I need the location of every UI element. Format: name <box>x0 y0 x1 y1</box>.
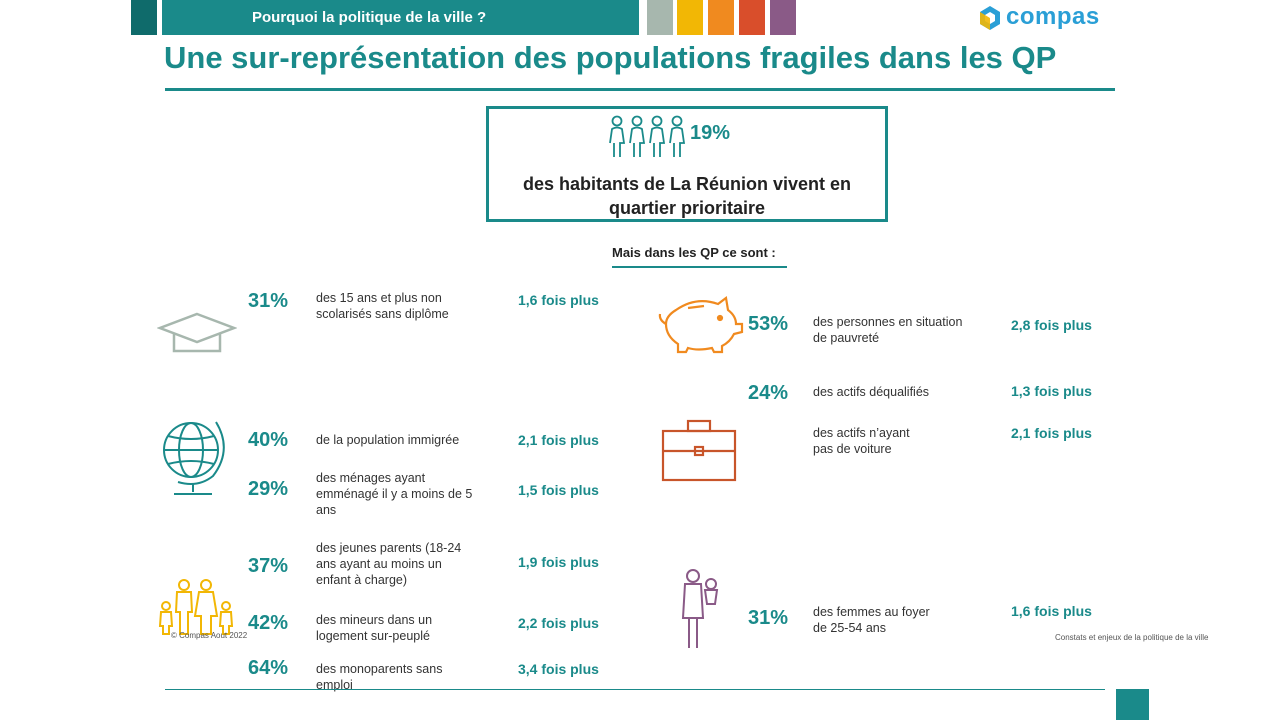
stat-pct: 31% <box>748 607 789 629</box>
section-banner: Pourquoi la politique de la ville ? <box>162 0 639 35</box>
swatch-yellow <box>677 0 703 35</box>
copyright: © Compas Aout 2022 <box>171 631 248 640</box>
stat-pct: 64% <box>248 657 289 679</box>
highlight-text: des habitants de La Réunion vivent en qu… <box>522 174 852 218</box>
footer-block <box>1116 689 1149 720</box>
stat-factor: 2,8 fois plus <box>1011 317 1092 333</box>
stat-desc: des monoparents sans emploi <box>316 662 443 692</box>
stat-factor: 1,9 fois plus <box>518 554 599 570</box>
stat-desc: des ménages ayant emménagé il y a moins … <box>316 471 473 517</box>
stat-factor: 1,6 fois plus <box>1011 603 1092 619</box>
stat-factor: 1,3 fois plus <box>1011 383 1092 399</box>
swatch-purple <box>770 0 796 35</box>
subheading-underline <box>612 266 787 268</box>
header-dark-block <box>131 0 157 35</box>
swatch-sage <box>647 0 673 35</box>
stat-desc: des actifs n’ayant pas de voiture <box>813 426 910 456</box>
page-title: Une sur-représentation des populations f… <box>164 40 1057 75</box>
stat-pct: 40% <box>248 429 289 451</box>
swatch-orange <box>708 0 734 35</box>
highlight-pct: 19% <box>690 122 731 144</box>
color-swatches <box>647 0 807 35</box>
globe-icon <box>163 421 225 495</box>
highlight-box: 19% des habitants de La Réunion vivent e… <box>486 106 888 222</box>
stat-desc: des jeunes parents (18-24 ans ayant au m… <box>316 541 462 587</box>
stat-factor: 2,1 fois plus <box>1011 425 1092 441</box>
stat-pct: 31% <box>248 290 289 312</box>
stat-pct: 37% <box>248 555 289 577</box>
source-note: Constats et enjeux de la politique de la… <box>1055 633 1209 642</box>
piggy-bank-icon <box>658 296 744 354</box>
stat-pct: 29% <box>248 478 289 500</box>
stat-desc: des femmes au foyer de 25-54 ans <box>813 605 930 635</box>
stat-factor: 3,4 fois plus <box>518 661 599 677</box>
stat-desc: des 15 ans et plus non scolarisés sans d… <box>316 291 449 321</box>
stat-pct: 53% <box>748 313 789 335</box>
compas-logo-icon <box>980 6 1000 30</box>
section-title: Pourquoi la politique de la ville ? <box>252 9 487 26</box>
stat-factor: 1,5 fois plus <box>518 482 599 498</box>
stat-desc: des actifs déqualifiés <box>813 385 930 399</box>
stat-desc: des mineurs dans un logement sur-peuplé <box>316 613 433 643</box>
stat-desc: des personnes en situation de pauvreté <box>813 315 963 345</box>
logo-text: compas <box>1006 3 1100 30</box>
mother-child-icon <box>681 569 719 648</box>
footer-line <box>165 689 1105 690</box>
stat-pct: 24% <box>748 382 789 404</box>
title-underline <box>165 88 1115 91</box>
people-group-icon <box>609 115 686 157</box>
graduation-cap-icon <box>157 312 237 353</box>
stat-desc: de la population immigrée <box>316 433 460 447</box>
stat-factor: 2,2 fois plus <box>518 615 599 631</box>
stat-factor: 2,1 fois plus <box>518 432 599 448</box>
stat-pct: 42% <box>248 612 289 634</box>
swatch-red <box>739 0 765 35</box>
stat-factor: 1,6 fois plus <box>518 292 599 308</box>
subheading: Mais dans les QP ce sont : <box>612 245 776 260</box>
family-icon <box>158 579 234 635</box>
compas-logo: compas <box>978 3 1118 32</box>
briefcase-icon <box>661 419 737 482</box>
